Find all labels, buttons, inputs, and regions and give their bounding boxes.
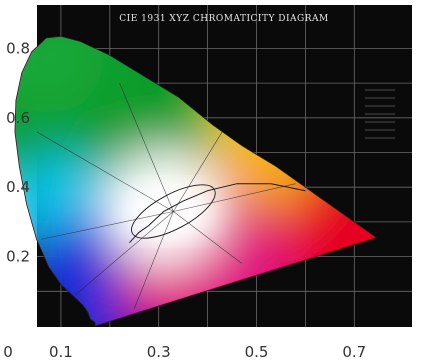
x-tick-label: 0.5 xyxy=(245,343,269,361)
x-axis-ticks: 0 0.1 0.3 0.5 0.7 xyxy=(3,343,366,361)
annotation-line xyxy=(173,131,223,212)
y-tick-label: 0.6 xyxy=(6,109,30,127)
annotation-line xyxy=(119,82,174,212)
annotation-line xyxy=(173,183,296,212)
chart-title: CIE 1931 XYZ CHROMATICITY DIAGRAM xyxy=(119,14,328,24)
annotation-line xyxy=(75,211,174,295)
annotation-line xyxy=(133,211,174,309)
y-axis-ticks: 0.2 0.4 0.6 0.8 xyxy=(6,39,30,265)
y-tick-label: 0.4 xyxy=(6,178,30,196)
annotation-loop xyxy=(131,184,216,239)
y-tick-label: 0.8 xyxy=(6,39,30,57)
spectral-locus xyxy=(14,35,378,327)
x-tick-label: 0.1 xyxy=(49,343,73,361)
annotations xyxy=(37,82,395,309)
annotation-line xyxy=(41,211,174,240)
x-tick-label: 0.3 xyxy=(147,343,171,361)
x-tick-label: 0 xyxy=(3,343,13,361)
annotation-line xyxy=(37,131,174,212)
y-tick-label: 0.2 xyxy=(6,248,30,266)
white-point-glow xyxy=(124,188,213,235)
x-tick-label: 0.7 xyxy=(342,343,366,361)
annotation-line xyxy=(173,211,243,264)
planckian-locus xyxy=(129,183,306,244)
